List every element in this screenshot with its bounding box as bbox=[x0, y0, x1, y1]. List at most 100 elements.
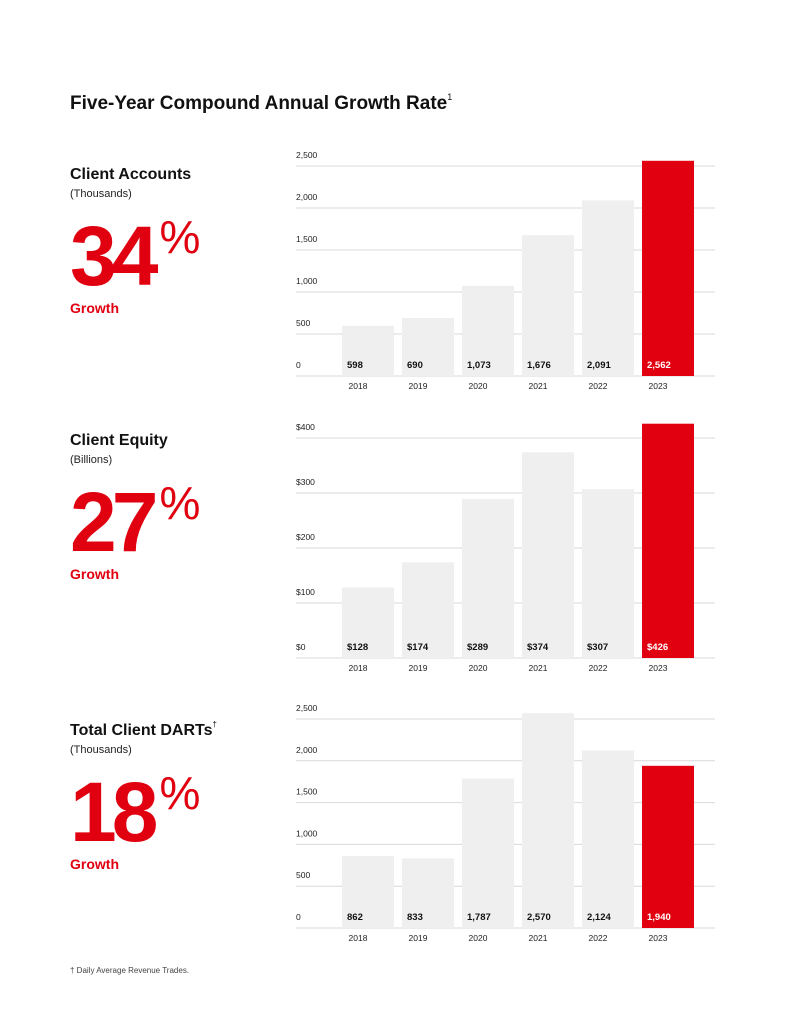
metric-unit: (Billions) bbox=[70, 454, 113, 466]
client-equity-label-block: Client Equity (Billions) 27% Growth bbox=[70, 430, 200, 582]
bar bbox=[462, 499, 514, 658]
bar bbox=[522, 452, 574, 658]
x-tick-label: 2021 bbox=[529, 381, 548, 391]
data-label: 1,940 bbox=[647, 912, 671, 923]
y-tick-label: 2,000 bbox=[296, 745, 318, 755]
data-label: $307 bbox=[587, 642, 608, 653]
x-tick-label: 2018 bbox=[349, 933, 368, 943]
data-label: 1,073 bbox=[467, 360, 491, 371]
data-label: $289 bbox=[467, 642, 488, 653]
bar bbox=[522, 235, 574, 376]
x-tick-label: 2022 bbox=[589, 381, 608, 391]
metric-unit: (Thousands) bbox=[70, 188, 132, 200]
bar bbox=[462, 285, 514, 376]
y-tick-label: 1,000 bbox=[296, 276, 318, 286]
growth-number: 27 bbox=[70, 475, 158, 569]
data-label: 862 bbox=[347, 912, 363, 923]
bar bbox=[642, 160, 694, 376]
data-label: 2,570 bbox=[527, 912, 551, 923]
y-tick-label: $0 bbox=[296, 642, 306, 652]
x-tick-label: 2023 bbox=[649, 933, 668, 943]
metric-name-text: Client Accounts bbox=[70, 166, 192, 183]
data-label: $128 bbox=[347, 642, 368, 653]
growth-number: 18 bbox=[70, 765, 158, 859]
x-tick-label: 2021 bbox=[529, 933, 548, 943]
growth-label: Growth bbox=[70, 566, 119, 582]
y-tick-label: 1,000 bbox=[296, 828, 318, 838]
growth-figure: 27% bbox=[70, 480, 200, 564]
percent-symbol: % bbox=[159, 211, 201, 263]
page-title: Five-Year Compound Annual Growth Rate1 bbox=[70, 92, 452, 115]
bar bbox=[342, 855, 394, 928]
page-title-text: Five-Year Compound Annual Growth Rate bbox=[70, 93, 448, 114]
y-tick-label: 0 bbox=[296, 360, 301, 370]
bar bbox=[402, 562, 454, 658]
bar bbox=[582, 489, 634, 658]
x-tick-label: 2022 bbox=[589, 933, 608, 943]
data-label: 833 bbox=[407, 912, 423, 923]
x-tick-label: 2021 bbox=[529, 663, 548, 673]
y-tick-label: 1,500 bbox=[296, 234, 318, 244]
x-tick-label: 2020 bbox=[469, 381, 488, 391]
bar bbox=[582, 200, 634, 376]
data-label: 598 bbox=[347, 360, 363, 371]
data-label: 2,124 bbox=[587, 912, 611, 923]
data-label: 1,676 bbox=[527, 360, 551, 371]
bar bbox=[402, 318, 454, 376]
y-tick-label: 0 bbox=[296, 912, 301, 922]
data-label: 2,091 bbox=[587, 360, 611, 371]
growth-label: Growth bbox=[70, 300, 119, 316]
data-label: 2,562 bbox=[647, 360, 671, 371]
bar bbox=[642, 765, 694, 928]
data-label: 1,787 bbox=[467, 912, 491, 923]
percent-symbol: % bbox=[159, 477, 201, 529]
metric-name: Client Equity bbox=[70, 430, 168, 450]
client-darts-chart: 0 500 1,000 1,500 2,000 2,500 862 2018 833 2019 1,… bbox=[296, 703, 715, 943]
growth-figure: 18% bbox=[70, 770, 200, 854]
bar bbox=[342, 587, 394, 658]
y-tick-label: 2,500 bbox=[296, 150, 318, 160]
data-label: $426 bbox=[647, 642, 668, 653]
x-tick-label: 2018 bbox=[349, 663, 368, 673]
y-tick-label: $300 bbox=[296, 477, 315, 487]
title-footnote-marker: 1 bbox=[447, 92, 453, 102]
y-tick-label: 500 bbox=[296, 318, 310, 328]
x-tick-label: 2019 bbox=[409, 663, 428, 673]
client-equity-chart: $0 $100 $200 $300 $400 $128 2018 $174 2019 $289 20… bbox=[296, 422, 715, 673]
metric-name: Client Accounts bbox=[70, 164, 191, 184]
y-tick-label: 500 bbox=[296, 870, 310, 880]
metric-name-marker: † bbox=[212, 720, 217, 729]
y-tick-label: 1,500 bbox=[296, 787, 318, 797]
x-tick-label: 2020 bbox=[469, 933, 488, 943]
x-tick-label: 2023 bbox=[649, 381, 668, 391]
x-tick-label: 2023 bbox=[649, 663, 668, 673]
y-tick-label: $400 bbox=[296, 422, 315, 432]
data-label: 690 bbox=[407, 360, 423, 371]
client-accounts-label-block: Client Accounts (Thousands) 34% Growth bbox=[70, 164, 200, 316]
x-tick-label: 2022 bbox=[589, 663, 608, 673]
y-tick-label: $200 bbox=[296, 532, 315, 542]
bar bbox=[342, 325, 394, 376]
percent-symbol: % bbox=[159, 767, 201, 819]
y-tick-label: 2,500 bbox=[296, 703, 318, 713]
y-tick-label: $100 bbox=[296, 587, 315, 597]
growth-figure: 34% bbox=[70, 214, 200, 298]
y-tick-label: 2,000 bbox=[296, 192, 318, 202]
metric-name-text: Total Client DARTs bbox=[70, 722, 213, 739]
client-accounts-chart: 0 500 1,000 1,500 2,000 2,500 598 2018 690 2019 1,… bbox=[296, 150, 715, 391]
client-darts-label-block: Total Client DARTs† (Thousands) 18% Grow… bbox=[70, 720, 217, 872]
data-label: $374 bbox=[527, 642, 549, 653]
data-label: $174 bbox=[407, 642, 429, 653]
footnote: † Daily Average Revenue Trades. bbox=[70, 966, 190, 975]
bar bbox=[522, 713, 574, 928]
bar bbox=[402, 858, 454, 928]
metric-unit: (Thousands) bbox=[70, 744, 132, 756]
x-tick-label: 2019 bbox=[409, 933, 428, 943]
growth-label: Growth bbox=[70, 856, 119, 872]
bar bbox=[582, 750, 634, 928]
bar bbox=[462, 778, 514, 928]
metric-name-text: Client Equity bbox=[70, 432, 168, 449]
x-tick-label: 2018 bbox=[349, 381, 368, 391]
metric-name: Total Client DARTs† bbox=[70, 720, 217, 740]
x-tick-label: 2019 bbox=[409, 381, 428, 391]
